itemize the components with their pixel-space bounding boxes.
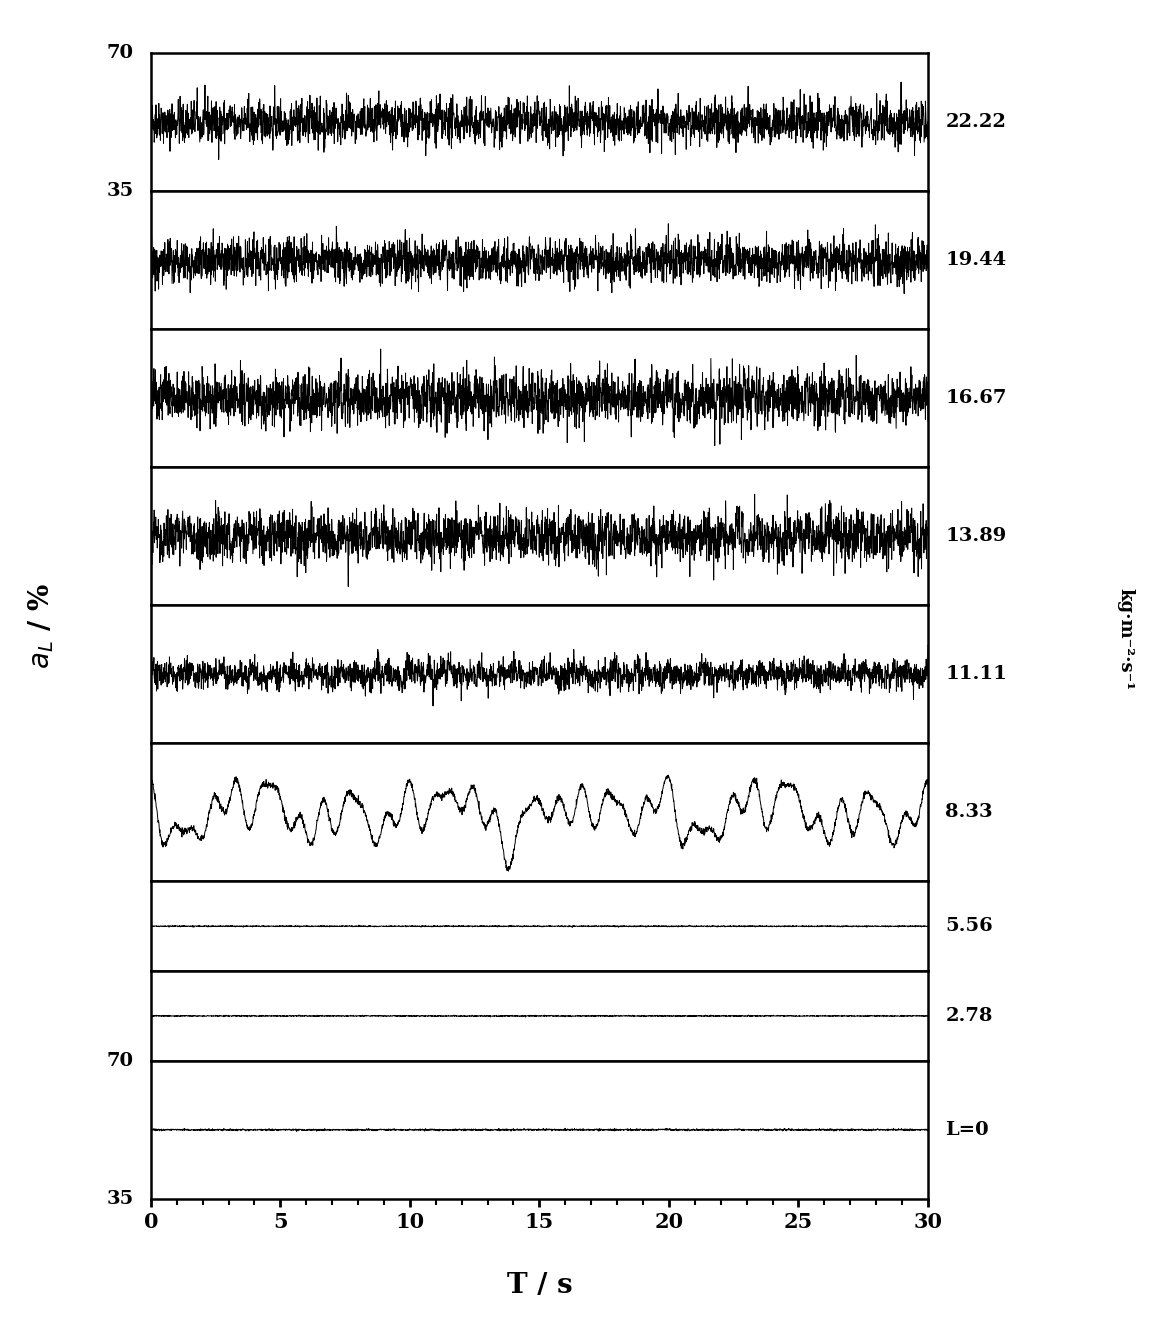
Text: 70: 70 [107,44,133,63]
Text: 11.11: 11.11 [945,666,1007,683]
Text: 70: 70 [107,1052,133,1070]
Text: 22.22: 22.22 [945,113,1006,132]
Text: 35: 35 [107,1189,133,1208]
Text: 2.78: 2.78 [945,1007,993,1024]
Text: 19.44: 19.44 [945,252,1007,269]
Text: kg·m⁻²·s⁻¹: kg·m⁻²·s⁻¹ [1116,589,1134,690]
Text: T / s: T / s [507,1272,572,1299]
Text: $a_L$ / %: $a_L$ / % [26,583,56,669]
Text: 13.89: 13.89 [945,527,1007,545]
Text: 16.67: 16.67 [945,389,1007,408]
Text: 35: 35 [107,182,133,200]
Text: 8.33: 8.33 [945,803,993,822]
Text: L=0: L=0 [945,1120,989,1139]
Text: 5.56: 5.56 [945,918,993,935]
